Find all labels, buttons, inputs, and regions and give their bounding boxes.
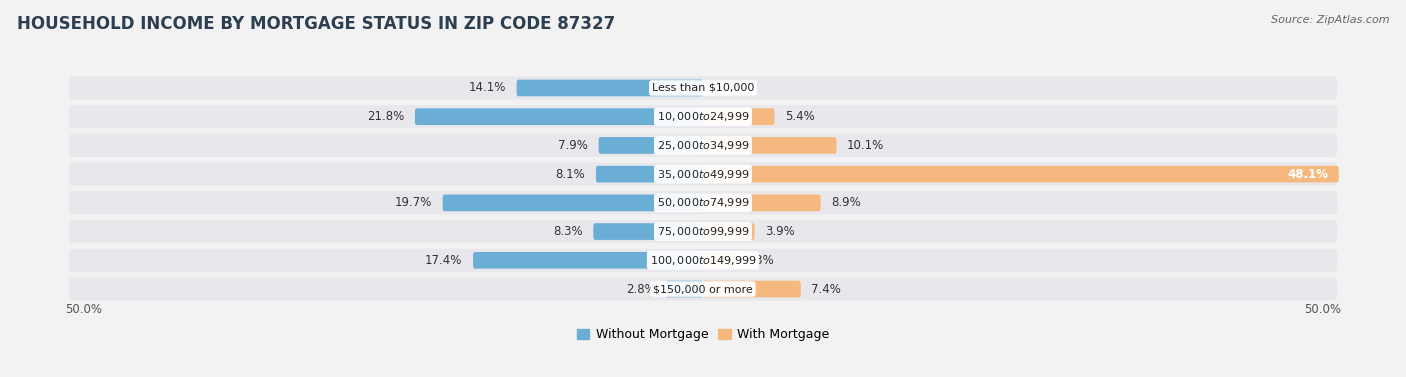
Text: 7.4%: 7.4% (811, 282, 841, 296)
FancyBboxPatch shape (69, 277, 1337, 300)
Text: 2.8%: 2.8% (626, 282, 655, 296)
FancyBboxPatch shape (69, 134, 1337, 157)
FancyBboxPatch shape (703, 166, 1339, 182)
Text: $25,000 to $34,999: $25,000 to $34,999 (657, 139, 749, 152)
FancyBboxPatch shape (666, 281, 703, 297)
Text: 50.0%: 50.0% (65, 303, 103, 316)
FancyBboxPatch shape (69, 105, 1337, 128)
FancyBboxPatch shape (516, 80, 703, 96)
FancyBboxPatch shape (69, 220, 1337, 243)
Text: 10.1%: 10.1% (846, 139, 884, 152)
Text: 8.9%: 8.9% (831, 196, 860, 209)
Text: $75,000 to $99,999: $75,000 to $99,999 (657, 225, 749, 238)
FancyBboxPatch shape (69, 162, 1337, 185)
FancyBboxPatch shape (596, 166, 703, 182)
Text: 50.0%: 50.0% (1303, 303, 1341, 316)
Legend: Without Mortgage, With Mortgage: Without Mortgage, With Mortgage (572, 323, 834, 346)
Text: 14.1%: 14.1% (468, 81, 506, 95)
FancyBboxPatch shape (69, 77, 1337, 100)
FancyBboxPatch shape (703, 252, 734, 269)
FancyBboxPatch shape (703, 195, 821, 211)
Text: 8.1%: 8.1% (555, 168, 585, 181)
Text: 19.7%: 19.7% (395, 196, 432, 209)
FancyBboxPatch shape (472, 252, 703, 269)
Text: 8.3%: 8.3% (553, 225, 582, 238)
FancyBboxPatch shape (599, 137, 703, 154)
FancyBboxPatch shape (415, 108, 703, 125)
FancyBboxPatch shape (703, 108, 775, 125)
Text: 48.1%: 48.1% (1286, 168, 1329, 181)
Text: $150,000 or more: $150,000 or more (654, 284, 752, 294)
Text: $100,000 to $149,999: $100,000 to $149,999 (650, 254, 756, 267)
Text: Less than $10,000: Less than $10,000 (652, 83, 754, 93)
Text: 0.0%: 0.0% (714, 81, 744, 95)
FancyBboxPatch shape (443, 195, 703, 211)
Text: $10,000 to $24,999: $10,000 to $24,999 (657, 110, 749, 123)
FancyBboxPatch shape (69, 249, 1337, 272)
FancyBboxPatch shape (593, 223, 703, 240)
FancyBboxPatch shape (69, 192, 1337, 215)
Text: 5.4%: 5.4% (785, 110, 814, 123)
Text: 17.4%: 17.4% (425, 254, 463, 267)
Text: 2.3%: 2.3% (744, 254, 773, 267)
Text: 21.8%: 21.8% (367, 110, 405, 123)
Text: $35,000 to $49,999: $35,000 to $49,999 (657, 168, 749, 181)
FancyBboxPatch shape (703, 223, 755, 240)
Text: 7.9%: 7.9% (558, 139, 588, 152)
FancyBboxPatch shape (703, 281, 801, 297)
Text: HOUSEHOLD INCOME BY MORTGAGE STATUS IN ZIP CODE 87327: HOUSEHOLD INCOME BY MORTGAGE STATUS IN Z… (17, 15, 614, 33)
Text: 3.9%: 3.9% (765, 225, 794, 238)
Text: $50,000 to $74,999: $50,000 to $74,999 (657, 196, 749, 209)
Text: Source: ZipAtlas.com: Source: ZipAtlas.com (1271, 15, 1389, 25)
FancyBboxPatch shape (703, 137, 837, 154)
